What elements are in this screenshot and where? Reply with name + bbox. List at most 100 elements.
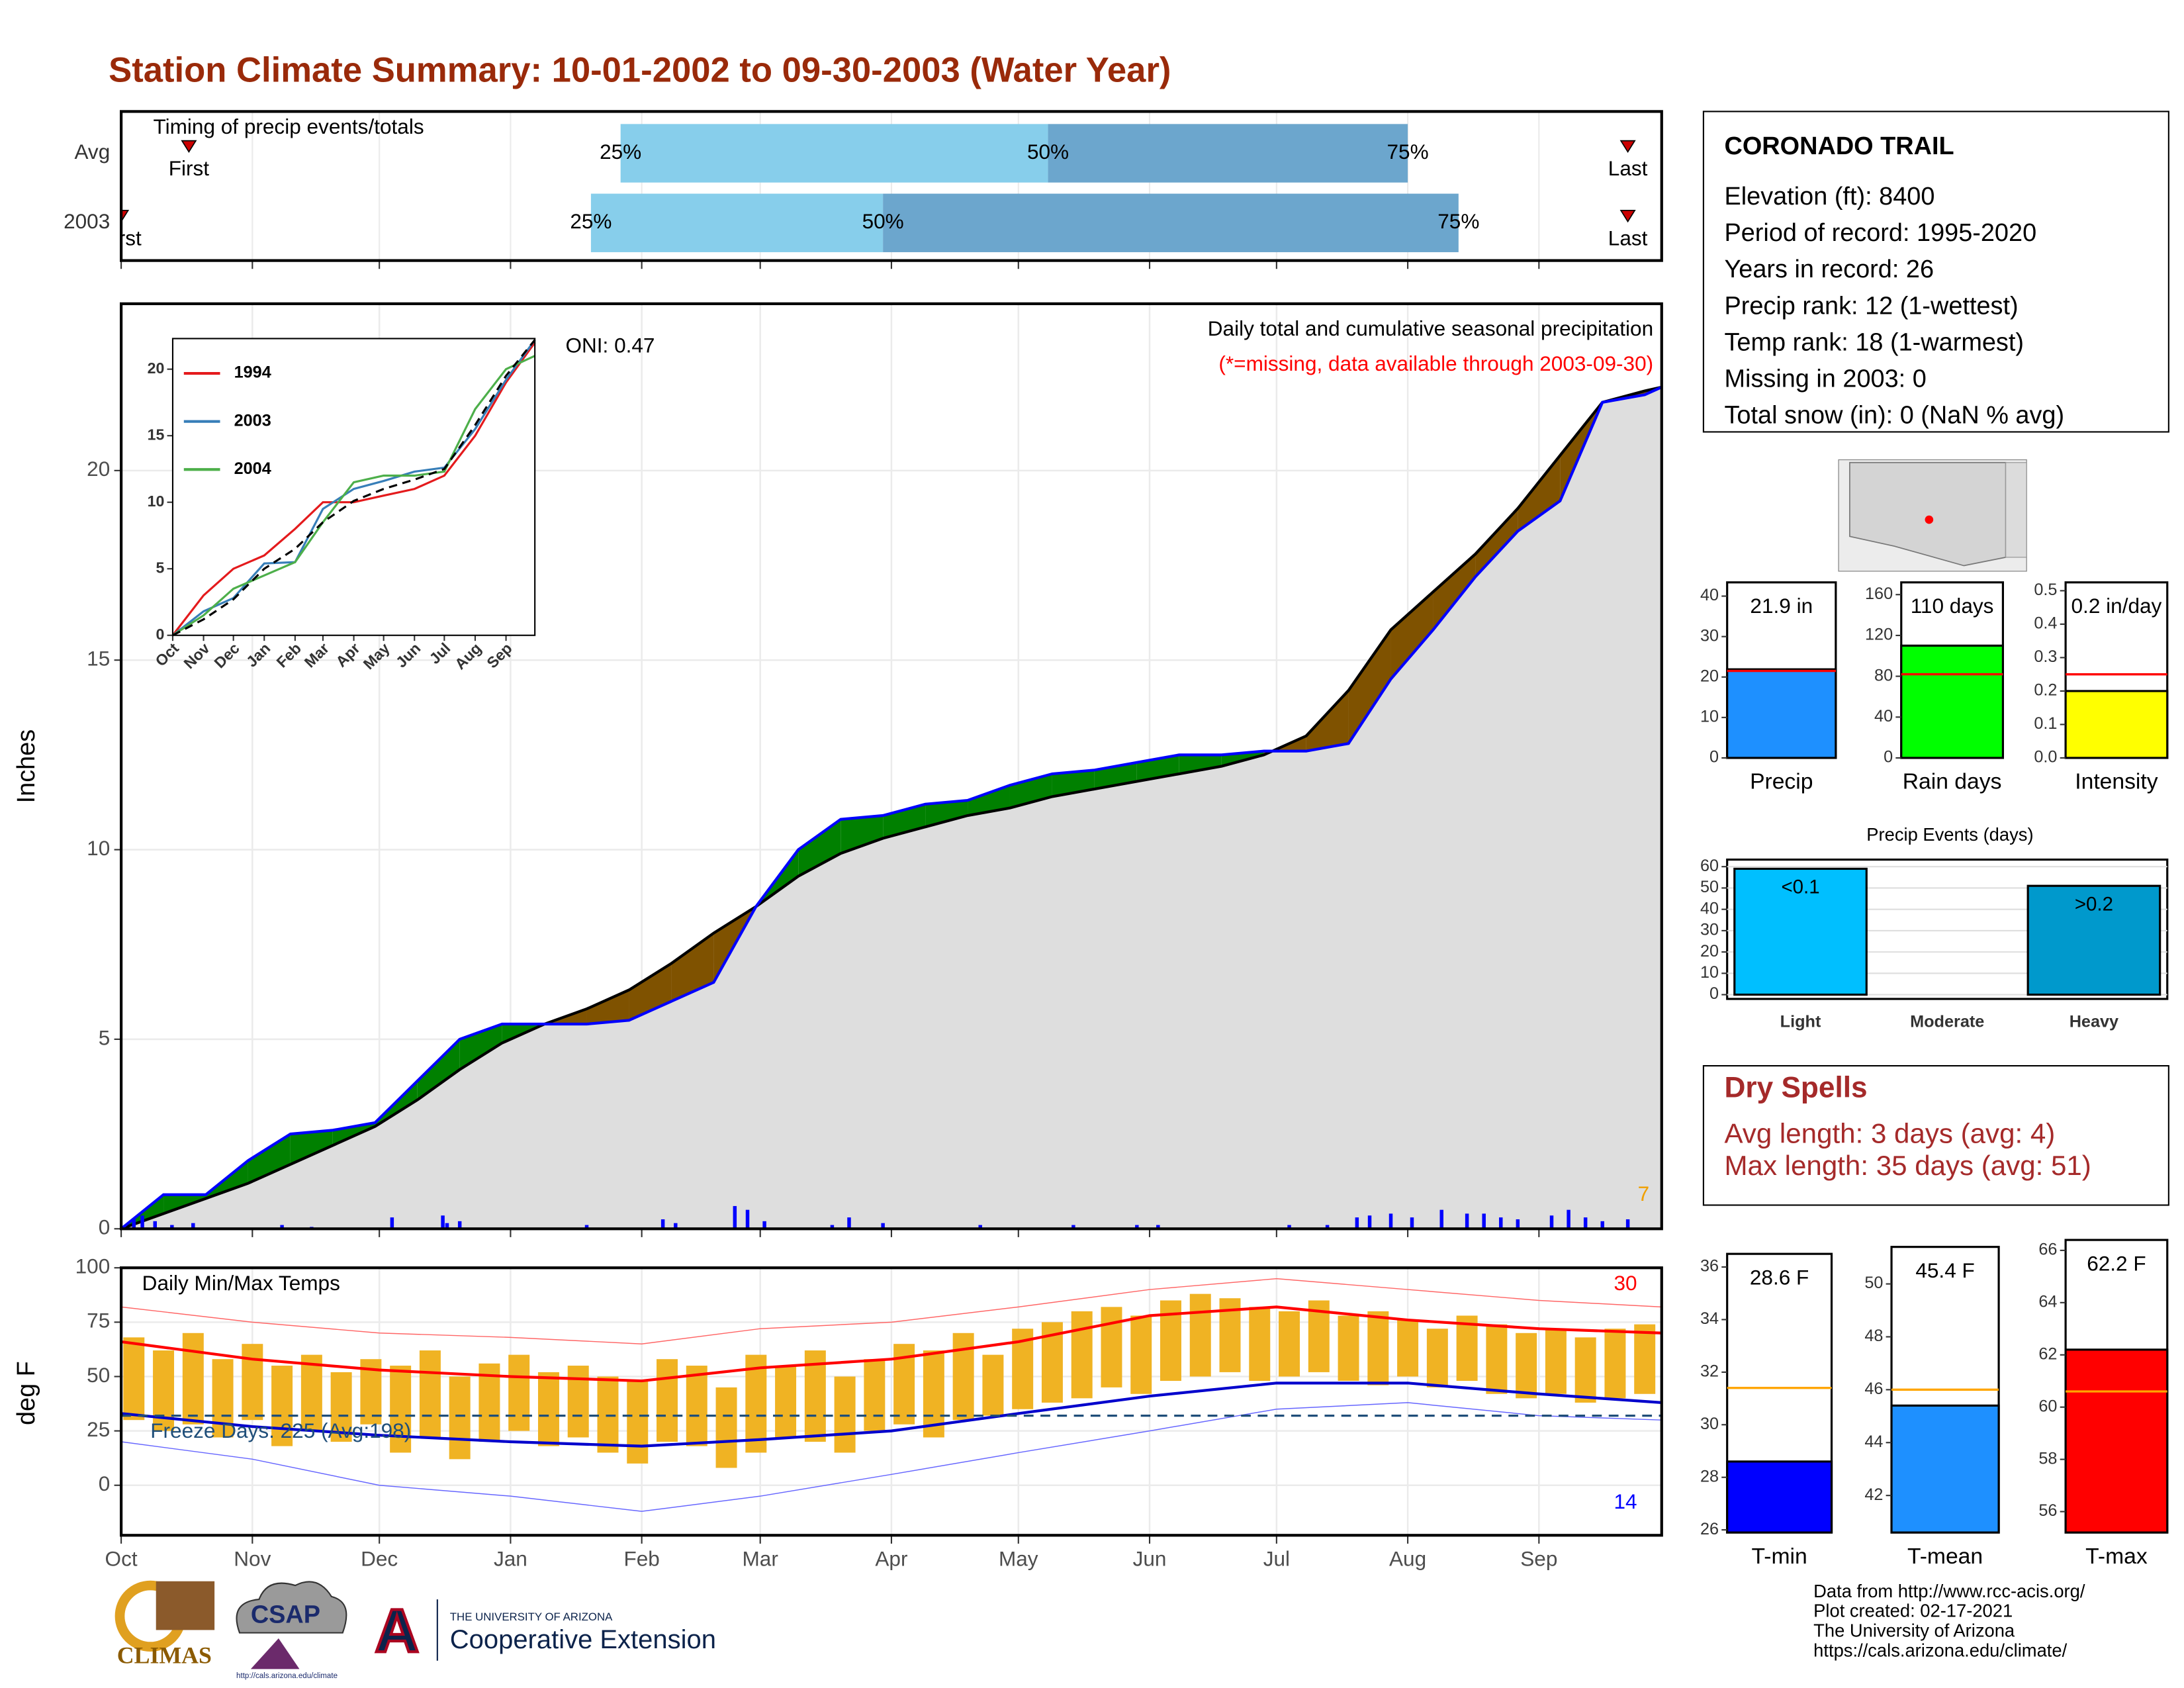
temp-range-bar (182, 1333, 204, 1425)
row-label: Avg (74, 140, 110, 164)
y-tick-label: 46 (1864, 1380, 1883, 1398)
value-label: 21.9 in (1750, 594, 1813, 618)
temp-range-bar (1249, 1307, 1271, 1382)
temp-range-bar (1486, 1324, 1508, 1394)
summary-bar (2064, 690, 2169, 759)
temp-range-bar (1516, 1333, 1537, 1399)
daily-bar (1482, 1213, 1486, 1229)
timing-border (119, 110, 1663, 262)
daily-bar (1156, 1225, 1160, 1229)
y-tick-label: 40 (1874, 707, 1893, 726)
station-box (1702, 111, 2169, 433)
inset-background (172, 338, 535, 635)
percentile-label: 75% (1387, 140, 1429, 164)
temp-range-bar (123, 1337, 145, 1421)
x-tick-label: Heavy (2070, 1012, 2118, 1031)
temp-range-bar (627, 1381, 649, 1464)
y-axis-label: deg F (13, 1361, 40, 1425)
station-line: Period of record: 1995-2020 (1724, 219, 2036, 247)
temp-range-bar (300, 1354, 322, 1431)
summary-bar (1726, 668, 1837, 759)
category-label: T-min (1752, 1544, 1807, 1569)
difference-fill (798, 819, 841, 876)
dry-spells-title: Dry Spells (1724, 1072, 1867, 1104)
y-tick-label: 40 (1700, 899, 1719, 917)
daily-bar (881, 1223, 885, 1229)
footer-line: Data from http://www.rcc-acis.org/ (1813, 1581, 2085, 1601)
difference-fill (1348, 630, 1391, 744)
station-line: Precip rank: 12 (1-wettest) (1724, 292, 2018, 320)
y-tick-label: 75 (87, 1309, 110, 1333)
daily-bar (441, 1215, 445, 1229)
temp-range-bar (1338, 1315, 1359, 1382)
y-tick-label: 30 (1700, 1415, 1719, 1433)
y-tick-label: 0 (99, 1215, 111, 1239)
y-tick-label: 64 (2038, 1293, 2057, 1311)
locator-map (1838, 459, 2027, 572)
x-tick-label: Oct (105, 1547, 138, 1571)
temp-range-bar (952, 1333, 974, 1421)
marker-label: Last (1608, 156, 1648, 180)
daily-bar (1549, 1215, 1554, 1229)
temp-range-bar (508, 1354, 530, 1431)
marker-label: First (169, 156, 210, 180)
difference-fill (417, 1039, 460, 1100)
y-tick-label: 10 (148, 492, 165, 510)
temp-range-bar (1456, 1315, 1478, 1382)
daily-bar (1465, 1213, 1469, 1229)
difference-fill (1390, 592, 1433, 679)
y-tick-label: 0.3 (2034, 647, 2057, 666)
station-line: Elevation (ft): 8400 (1724, 183, 1934, 211)
y-tick-label: 48 (1864, 1327, 1883, 1345)
temp-range-bar (567, 1366, 589, 1438)
legend-label: 2004 (234, 459, 271, 478)
difference-fill (841, 816, 884, 854)
timing-bar (590, 193, 884, 252)
x-tick-label: Feb (623, 1547, 659, 1571)
freeze-note: Freeze Days: 225 (Avg:198) (150, 1419, 411, 1442)
csap-url: http://cals.arizona.edu/climate (236, 1672, 338, 1680)
difference-fill (1433, 553, 1476, 630)
category-label: T-mean (1907, 1544, 1983, 1569)
x-tick-label: Moderate (1910, 1012, 1984, 1031)
temp-line (120, 1382, 1662, 1448)
logos: CLIMAS CSAP http://cals.arizona.edu/clim… (114, 1580, 716, 1680)
value-label: 28.6 F (1750, 1265, 1809, 1289)
timing-bar (883, 193, 1459, 252)
plot-border (119, 1266, 1663, 1537)
daily-bar (280, 1225, 284, 1229)
temp-range-bar (449, 1376, 471, 1460)
percentile-label: 50% (862, 209, 904, 233)
value-label: 110 days (1911, 594, 1994, 618)
y-tick-label: 60 (2038, 1397, 2057, 1415)
cumulative-line (120, 385, 1662, 1231)
station-line: Years in record: 26 (1724, 256, 1934, 283)
ua-small-text: THE UNIVERSITY OF ARIZONA (450, 1611, 613, 1623)
difference-fill (713, 906, 756, 983)
temp-range-bar (330, 1372, 352, 1442)
category-label: Intensity (2075, 770, 2158, 794)
daily-bar (1325, 1225, 1330, 1229)
temp-range-bar (597, 1376, 619, 1453)
value-label: 62.2 F (2087, 1251, 2146, 1275)
y-tick-label: 50 (1864, 1274, 1883, 1292)
y-tick-label: 20 (148, 359, 165, 377)
chart-subtitle: Daily total and cumulative seasonal prec… (1208, 316, 1653, 340)
y-tick-label: 28 (1700, 1467, 1719, 1485)
y-tick-label: 0.0 (2034, 748, 2057, 767)
temp-range-bar (775, 1366, 797, 1438)
y-tick-label: 42 (1864, 1485, 1883, 1504)
station-lines: Elevation (ft): 8400 Period of record: 19… (1724, 183, 2064, 430)
temp-range-bar (1130, 1315, 1152, 1394)
daily-bar (847, 1217, 851, 1229)
csap-mountain (250, 1638, 300, 1669)
y-tick-label: 0.4 (2034, 614, 2057, 633)
y-tick-label: 58 (2038, 1449, 2057, 1468)
temp-range-bar (390, 1366, 412, 1453)
daily-bar (1410, 1217, 1414, 1229)
difference-fill (968, 785, 1010, 816)
y-tick-label: 0 (1709, 984, 1719, 1003)
difference-fill (586, 990, 629, 1025)
y-tick-label: 25 (87, 1417, 110, 1441)
